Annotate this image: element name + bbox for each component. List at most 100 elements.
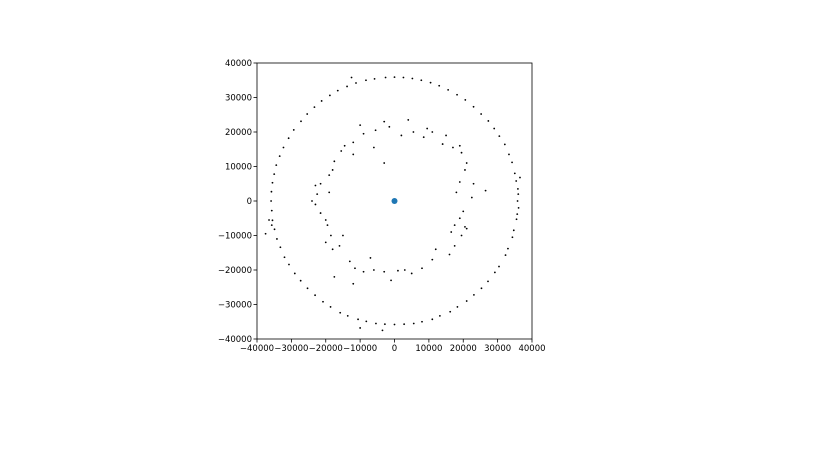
data-point bbox=[273, 228, 276, 231]
y-tick-label: 20000 bbox=[225, 128, 252, 138]
data-point bbox=[350, 76, 353, 79]
data-point bbox=[333, 276, 336, 278]
data-point bbox=[270, 209, 273, 212]
data-point bbox=[503, 143, 506, 146]
data-point bbox=[513, 172, 516, 175]
data-point bbox=[393, 76, 396, 79]
data-point bbox=[279, 246, 282, 249]
data-point bbox=[511, 161, 513, 164]
data-point bbox=[487, 280, 489, 283]
data-point bbox=[410, 272, 413, 275]
data-point bbox=[438, 84, 441, 87]
data-point bbox=[390, 279, 392, 282]
data-point bbox=[348, 260, 351, 263]
data-point bbox=[434, 248, 437, 251]
y-tick-label: 40000 bbox=[225, 59, 252, 69]
data-point bbox=[273, 173, 276, 175]
data-point bbox=[342, 234, 344, 237]
data-point bbox=[393, 323, 396, 326]
data-point bbox=[498, 135, 501, 138]
data-point bbox=[282, 146, 285, 149]
data-point bbox=[352, 153, 355, 156]
data-point bbox=[328, 174, 331, 177]
data-point bbox=[381, 329, 384, 332]
data-point bbox=[403, 323, 406, 326]
data-point bbox=[447, 89, 450, 91]
data-point bbox=[324, 241, 327, 244]
data-point bbox=[507, 247, 509, 250]
x-tick-label: 0 bbox=[392, 344, 397, 354]
data-point bbox=[453, 244, 456, 247]
data-point bbox=[270, 200, 272, 202]
data-point bbox=[407, 119, 410, 121]
data-point bbox=[431, 258, 434, 261]
data-point bbox=[359, 124, 362, 126]
data-point bbox=[455, 191, 458, 194]
data-point bbox=[375, 322, 377, 325]
data-point bbox=[276, 238, 278, 240]
data-point bbox=[340, 150, 343, 152]
data-point bbox=[264, 232, 267, 235]
data-point bbox=[330, 234, 332, 237]
data-point bbox=[458, 217, 461, 220]
data-point bbox=[480, 287, 483, 290]
data-point bbox=[465, 300, 468, 302]
data-point bbox=[384, 76, 387, 79]
data-point bbox=[357, 318, 359, 321]
data-point bbox=[515, 180, 518, 182]
data-point bbox=[517, 188, 519, 190]
y-tick-label: −10000 bbox=[218, 232, 252, 242]
x-tick-label: 40000 bbox=[518, 344, 545, 354]
data-point bbox=[400, 134, 403, 137]
data-point bbox=[383, 120, 386, 123]
data-point bbox=[516, 200, 519, 202]
data-point bbox=[278, 155, 281, 158]
data-point bbox=[331, 248, 334, 251]
x-tick-label: −30000 bbox=[274, 344, 308, 354]
data-point bbox=[429, 81, 432, 84]
data-point bbox=[374, 129, 377, 132]
data-point bbox=[388, 125, 391, 128]
data-point bbox=[472, 182, 475, 185]
data-point bbox=[373, 77, 376, 80]
data-point bbox=[283, 256, 286, 259]
data-point bbox=[270, 224, 273, 227]
data-point bbox=[365, 79, 367, 82]
data-point bbox=[456, 93, 458, 96]
data-point bbox=[372, 146, 375, 149]
data-point bbox=[326, 224, 329, 227]
y-tick-label: −30000 bbox=[218, 301, 252, 311]
x-axis: −40000 −30000 −20000 −10000 0 10000 20000 30000… bbox=[240, 339, 546, 354]
x-tick-label: −20000 bbox=[309, 344, 343, 354]
data-point bbox=[333, 160, 336, 163]
data-point bbox=[352, 141, 355, 144]
data-point bbox=[438, 314, 441, 317]
data-point bbox=[448, 253, 451, 256]
data-point bbox=[359, 327, 362, 329]
data-point bbox=[412, 322, 415, 325]
data-point bbox=[328, 94, 331, 97]
data-point bbox=[484, 189, 487, 192]
data-point bbox=[292, 129, 295, 131]
data-point bbox=[314, 184, 317, 187]
data-point bbox=[369, 257, 372, 259]
data-point bbox=[314, 203, 317, 206]
data-point bbox=[383, 323, 386, 326]
data-point bbox=[458, 181, 461, 183]
data-point bbox=[397, 269, 399, 272]
data-point bbox=[473, 293, 475, 296]
data-point bbox=[293, 272, 296, 275]
data-point bbox=[421, 267, 423, 270]
data-point bbox=[383, 162, 386, 164]
data-point bbox=[331, 169, 334, 171]
data-point bbox=[313, 106, 316, 109]
data-point bbox=[299, 279, 302, 282]
data-point bbox=[504, 254, 507, 257]
data-point bbox=[460, 151, 463, 154]
data-point bbox=[464, 225, 466, 228]
data-point bbox=[311, 200, 313, 202]
data-point bbox=[300, 120, 302, 123]
data-point bbox=[403, 269, 406, 271]
data-point bbox=[268, 219, 270, 221]
